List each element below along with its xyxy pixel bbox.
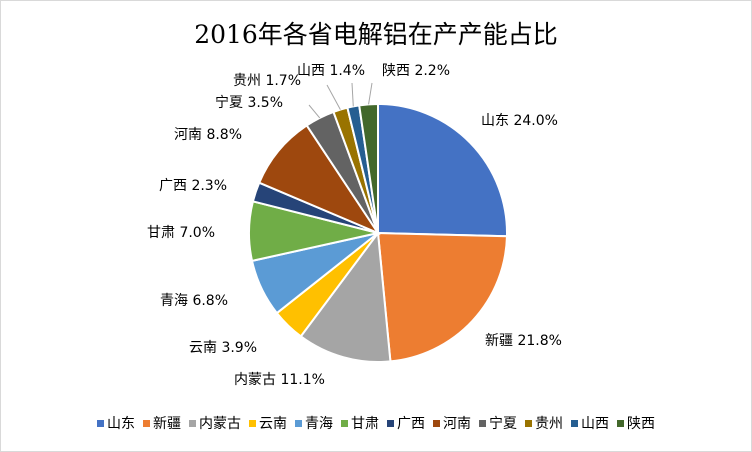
legend-item-河南: 河南 xyxy=(433,413,471,433)
pie-slice-山东 xyxy=(377,102,508,238)
chart-legend: 山东 新疆 内蒙古 云南 青海 甘肃 广西 河南 宁夏 贵州 山西 陕西 xyxy=(1,413,751,433)
legend-item-云南: 云南 xyxy=(249,413,287,433)
data-label-陕西: 陕西 2.2% xyxy=(382,63,450,79)
leader-line-山西 xyxy=(351,82,354,107)
legend-swatch xyxy=(571,419,578,427)
legend-label: 陕西 xyxy=(627,416,655,432)
legend-swatch xyxy=(295,419,302,427)
legend-label: 新疆 xyxy=(153,416,181,432)
data-label-内蒙古: 内蒙古 11.1% xyxy=(234,372,325,388)
legend-label: 山西 xyxy=(581,416,609,432)
legend-item-新疆: 新疆 xyxy=(143,413,181,433)
legend-item-山西: 山西 xyxy=(571,413,609,433)
legend-item-广西: 广西 xyxy=(387,413,425,433)
legend-label: 贵州 xyxy=(535,416,563,432)
data-label-广西: 广西 2.3% xyxy=(159,178,227,194)
legend-label: 云南 xyxy=(259,416,287,432)
legend-swatch xyxy=(433,419,440,427)
data-label-山东: 山东 24.0% xyxy=(481,113,558,129)
legend-swatch xyxy=(143,419,150,427)
legend-swatch xyxy=(189,419,196,427)
legend-label: 广西 xyxy=(397,416,425,432)
legend-item-贵州: 贵州 xyxy=(525,413,563,433)
data-label-甘肃: 甘肃 7.0% xyxy=(147,225,215,241)
data-label-河南: 河南 8.8% xyxy=(174,127,242,143)
data-label-贵州: 贵州 1.7% xyxy=(233,73,301,89)
chart-title: 2016年各省电解铝在产产能占比 xyxy=(194,20,558,49)
leader-line-贵州 xyxy=(326,84,341,110)
legend-swatch xyxy=(341,419,348,427)
legend-label: 河南 xyxy=(443,416,471,432)
legend-item-陕西: 陕西 xyxy=(617,413,655,433)
leader-line-陕西 xyxy=(368,82,373,105)
legend-swatch xyxy=(387,419,394,427)
legend-swatch xyxy=(479,419,486,427)
legend-label: 山东 xyxy=(107,416,135,432)
legend-item-山东: 山东 xyxy=(97,413,135,433)
pie-slice-陕西 xyxy=(358,102,379,234)
leader-line-宁夏 xyxy=(308,104,321,119)
pie-slice-内蒙古 xyxy=(299,230,392,363)
legend-label: 青海 xyxy=(305,416,333,432)
legend-label: 内蒙古 xyxy=(199,416,241,432)
legend-item-青海: 青海 xyxy=(295,413,333,433)
legend-label: 甘肃 xyxy=(351,416,379,432)
legend-swatch xyxy=(617,419,624,427)
legend-swatch xyxy=(249,419,256,427)
data-label-山西: 山西 1.4% xyxy=(297,63,365,79)
data-label-云南: 云南 3.9% xyxy=(189,340,257,356)
data-label-新疆: 新疆 21.8% xyxy=(485,333,562,349)
data-label-青海: 青海 6.8% xyxy=(160,293,228,309)
legend-swatch xyxy=(525,419,532,427)
pie-slice-新疆 xyxy=(376,231,508,363)
legend-swatch xyxy=(97,419,104,427)
legend-item-内蒙古: 内蒙古 xyxy=(189,413,241,433)
legend-item-宁夏: 宁夏 xyxy=(479,413,517,433)
pie-chart: 山东 24.0% 新疆 21.8% 内蒙古 11.1% 云南 3.9% 青海 6.8% 甘… xyxy=(147,63,562,388)
data-label-宁夏: 宁夏 3.5% xyxy=(215,94,283,111)
legend-item-甘肃: 甘肃 xyxy=(341,413,379,433)
legend-label: 宁夏 xyxy=(489,416,517,432)
